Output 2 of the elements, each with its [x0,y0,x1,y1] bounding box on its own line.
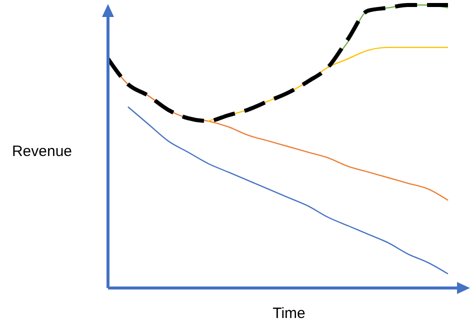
y-axis-title: Revenue [12,143,72,160]
x-axis-title: Time [272,305,306,322]
